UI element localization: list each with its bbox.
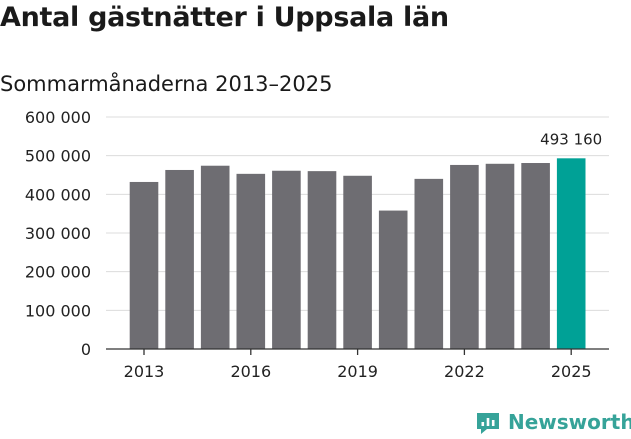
bar-2016: [236, 173, 266, 349]
bar-2020: [378, 210, 408, 349]
bar-chart: 0 100 000 200 000 300 000 400 000 500 000 600 …: [25, 108, 609, 381]
brand-logo: Newsworthy: [476, 408, 631, 436]
bar-2019: [343, 175, 372, 349]
bar-2018: [307, 171, 337, 349]
x-tick-label: 2019: [337, 362, 378, 381]
x-tick-label: 2025: [551, 362, 592, 381]
y-tick-label: 200 000: [25, 263, 91, 282]
brand-name: Newsworthy: [508, 410, 631, 434]
bar-2021: [414, 178, 444, 349]
bar-2014: [165, 169, 194, 349]
y-tick-label: 500 000: [25, 147, 91, 166]
y-tick-label: 600 000: [25, 108, 91, 127]
x-tick-label: 2022: [444, 362, 485, 381]
x-tick-label: 2013: [124, 362, 165, 381]
bar-2017: [272, 170, 301, 349]
bar-2023: [485, 163, 515, 349]
x-tick-label: 2016: [230, 362, 271, 381]
y-tick-label: 400 000: [25, 185, 91, 204]
bar-2015: [200, 165, 230, 349]
data-label-2025: 493 160: [540, 130, 602, 148]
newsworthy-logo-icon: [477, 413, 499, 434]
y-tick-label: 300 000: [25, 224, 91, 243]
bar-2025: [556, 158, 586, 349]
bar-2024: [521, 163, 550, 349]
bar-2022: [450, 164, 479, 349]
chart-subtitle: Sommarmånaderna 2013–2025: [0, 72, 333, 96]
y-tick-label: 0: [81, 340, 91, 359]
bar-2013: [129, 181, 159, 349]
y-tick-label: 100 000: [25, 301, 91, 320]
chart-title: Antal gästnätter i Uppsala län: [0, 2, 449, 33]
